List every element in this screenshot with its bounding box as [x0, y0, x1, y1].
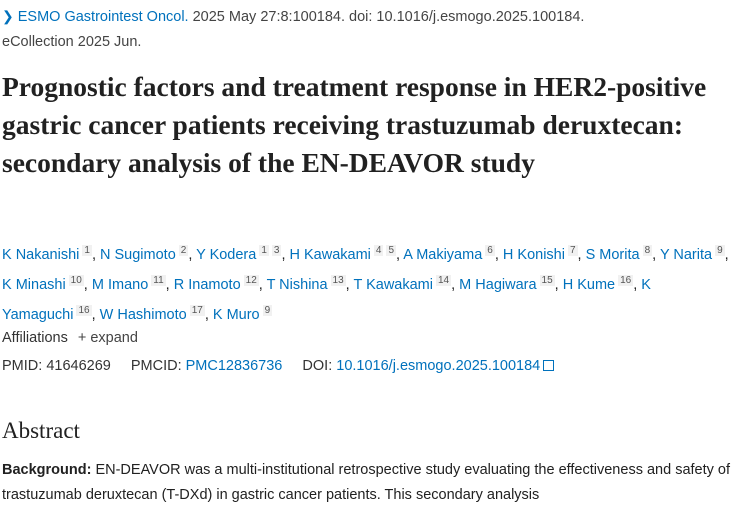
- author-link[interactable]: M Imano: [91, 277, 149, 293]
- affiliation-number[interactable]: 3: [271, 245, 282, 256]
- journal-link[interactable]: ESMO Gastrointest Oncol.: [17, 9, 189, 25]
- author-item: A Makiyama 6,: [403, 245, 503, 263]
- affiliation-number[interactable]: 9: [262, 305, 273, 316]
- author-item: M Imano 11,: [91, 275, 174, 293]
- background-text: EN-DEAVOR was a multi-institutional retr…: [2, 462, 730, 503]
- author-item: Y Kodera 1 3,: [196, 245, 290, 263]
- author-link[interactable]: R Inamoto: [173, 277, 241, 293]
- affiliation-number[interactable]: 6: [485, 245, 495, 256]
- affiliation-number[interactable]: 15: [539, 275, 555, 286]
- affiliation-number[interactable]: 16: [76, 305, 92, 316]
- doi-label: DOI:: [302, 358, 333, 374]
- affiliation-number[interactable]: 13: [330, 275, 346, 286]
- affiliations: Affiliations + expand: [2, 330, 138, 346]
- chevron-right-icon[interactable]: ❯: [2, 8, 14, 24]
- author-item: H Konishi 7,: [502, 245, 586, 263]
- author-item: H Kawakami 4 5,: [289, 245, 404, 263]
- author-link[interactable]: Y Narita: [659, 247, 713, 263]
- affiliation-number[interactable]: 10: [68, 275, 84, 286]
- affiliation-number[interactable]: 7: [567, 245, 578, 256]
- affiliation-number[interactable]: 17: [189, 305, 205, 316]
- affiliation-number[interactable]: 2: [178, 245, 189, 256]
- affiliations-label: Affiliations: [2, 330, 68, 346]
- article-title: Prognostic factors and treatment respons…: [2, 71, 707, 178]
- author-link[interactable]: Y Kodera: [196, 247, 257, 263]
- identifiers: PMID: 41646269 PMCID: PMC12836736 DOI: 1…: [2, 358, 555, 374]
- author-link[interactable]: H Konishi: [502, 247, 565, 263]
- pmid-label: PMID:: [2, 358, 43, 374]
- background-label: Background:: [2, 462, 92, 478]
- author-link[interactable]: H Kawakami: [289, 247, 371, 263]
- author-link[interactable]: A Makiyama: [403, 247, 483, 263]
- author-link[interactable]: T Kawakami: [353, 277, 433, 293]
- author-link[interactable]: W Hashimoto: [99, 307, 187, 323]
- expand-affiliations-button[interactable]: + expand: [77, 330, 138, 346]
- affiliation-number[interactable]: 12: [243, 275, 259, 286]
- pmcid-label: PMCID:: [130, 358, 182, 374]
- affiliation-number[interactable]: 14: [435, 275, 452, 286]
- affiliation-number[interactable]: 8: [642, 245, 653, 256]
- pmcid-link[interactable]: PMC12836736: [185, 358, 283, 374]
- author-item: K Minashi 10,: [2, 275, 92, 293]
- affiliation-number[interactable]: 1: [82, 245, 92, 256]
- author-link[interactable]: K Yamaguchi: [2, 277, 651, 323]
- author-link[interactable]: S Morita: [585, 247, 640, 263]
- author-link[interactable]: K Muro: [212, 307, 260, 323]
- author-list: K Nakanishi 1, N Sugimoto 2, Y Kodera 1 3, H…: [2, 238, 742, 328]
- citation-details: 2025 May 27:8:100184. doi: 10.1016/j.esm…: [188, 9, 585, 25]
- pmid-value: 41646269: [46, 358, 111, 374]
- author-link[interactable]: N Sugimoto: [100, 247, 176, 263]
- external-link-icon[interactable]: [543, 360, 555, 371]
- author-item: Y Narita 9,: [659, 245, 729, 263]
- affiliation-number[interactable]: 4: [373, 245, 384, 256]
- author-item: R Inamoto 12,: [173, 275, 267, 293]
- author-item: H Kume 16,: [562, 275, 642, 293]
- affiliation-number[interactable]: 5: [386, 245, 397, 256]
- author-item: N Sugimoto 2,: [100, 245, 197, 263]
- abstract-background: Background: EN-DEAVOR was a multi-instit…: [2, 458, 747, 508]
- affiliation-number[interactable]: 16: [618, 275, 634, 286]
- author-link[interactable]: K Minashi: [2, 277, 66, 293]
- author-link[interactable]: H Kume: [562, 277, 616, 293]
- doi-link[interactable]: 10.1016/j.esmogo.2025.100184: [336, 358, 541, 374]
- author-item: T Nishina 13,: [266, 275, 354, 293]
- abstract-heading: Abstract: [2, 418, 80, 443]
- author-link[interactable]: K Nakanishi: [2, 247, 80, 263]
- affiliation-number[interactable]: 11: [151, 275, 166, 286]
- author-item: K Yamaguchi 16,: [2, 277, 651, 323]
- ecollection: eCollection 2025 Jun.: [2, 34, 142, 50]
- author-item: K Nakanishi 1,: [2, 245, 100, 263]
- author-link[interactable]: T Nishina: [266, 277, 328, 293]
- citation: ❯ ESMO Gastrointest Oncol. 2025 May 27:8:…: [2, 4, 742, 55]
- author-item: K Muro 9: [212, 305, 273, 323]
- author-item: S Morita 8,: [585, 245, 660, 263]
- affiliation-number[interactable]: 1: [259, 245, 269, 256]
- affiliation-number[interactable]: 9: [715, 245, 725, 256]
- author-item: W Hashimoto 17,: [99, 305, 213, 323]
- author-item: T Kawakami 14,: [353, 275, 460, 293]
- author-item: M Hagiwara 15,: [459, 275, 563, 293]
- author-link[interactable]: M Hagiwara: [459, 277, 537, 293]
